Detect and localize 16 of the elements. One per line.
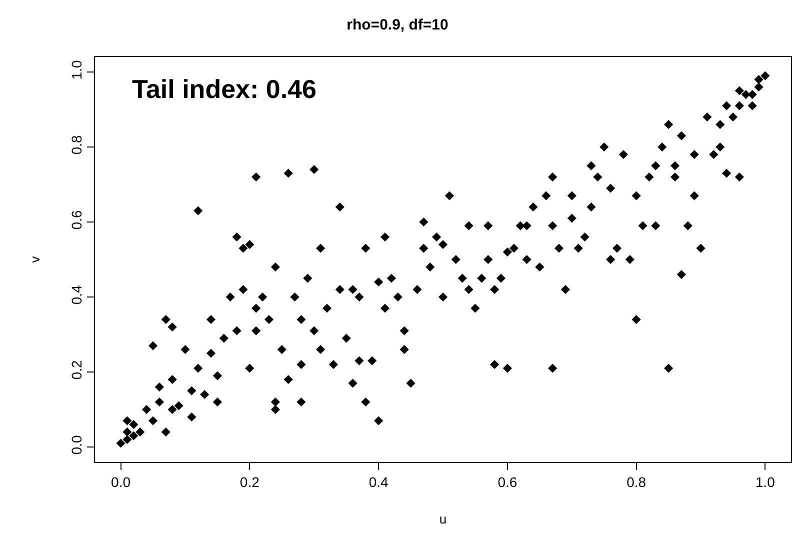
x-axis-title: u [439,511,447,526]
y-tick-label: 1.0 [68,60,84,80]
x-tick-label: 1.0 [755,474,776,490]
chart-title: rho=0.9, df=10 [346,16,448,34]
x-tick-label: 0.2 [240,474,260,490]
x-tick-label: 0.6 [498,474,518,490]
y-axis-title: v [27,256,42,263]
x-tick-label: 0.4 [368,474,388,490]
annotation: Tail index: 0.46 [132,74,316,104]
y-tick-label: 0.4 [68,284,84,305]
x-tick-label: 0.0 [111,474,131,490]
y-tick-label: 0.8 [68,134,84,155]
y-tick-label: 0.0 [68,434,84,455]
y-tick-label: 0.2 [68,360,84,380]
y-tick-label: 0.6 [68,210,84,230]
x-tick-label: 0.8 [626,474,646,490]
